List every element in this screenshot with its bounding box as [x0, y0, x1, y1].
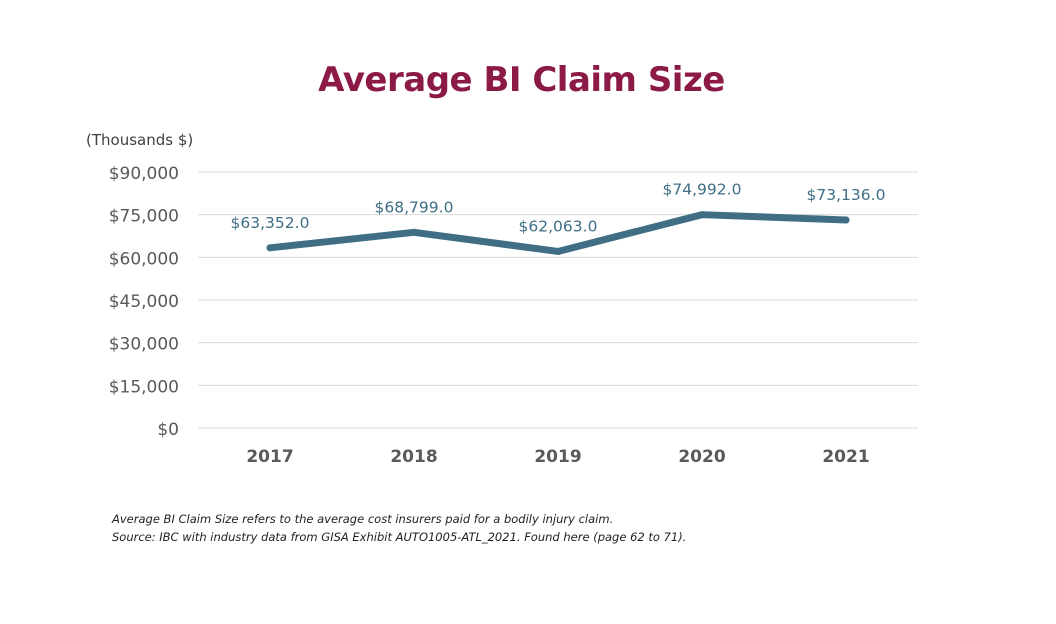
y-axis-tick-label: $75,000	[109, 207, 179, 227]
data-point	[698, 211, 706, 219]
data-labels: $63,352.0 $68,799.0 $62,063.0 $74,992.0 $73,…	[231, 181, 886, 236]
data-label: $68,799.0	[375, 198, 454, 216]
x-axis-tick-label: 2018	[390, 447, 437, 467]
x-axis-tick-label: 2017	[246, 447, 293, 467]
y-axis-tick-label: $60,000	[109, 249, 179, 269]
data-label: $63,352.0	[231, 214, 310, 232]
x-axis-tick-labels: 2017 2018 2019 2020 2021	[246, 447, 869, 467]
footnotes: Average BI Claim Size refers to the aver…	[112, 510, 686, 546]
data-point	[554, 247, 562, 255]
y-axis-tick-label: $0	[157, 420, 179, 440]
footnote-source: Source: IBC with industry data from GISA…	[112, 530, 687, 544]
data-label: $73,136.0	[807, 186, 886, 204]
y-axis-unit-label: (Thousands $)	[86, 131, 194, 149]
series-line-group	[266, 211, 850, 255]
y-axis-tick-label: $45,000	[109, 292, 179, 312]
data-point	[842, 216, 850, 224]
x-axis-tick-label: 2021	[822, 447, 869, 467]
data-label: $62,063.0	[519, 217, 598, 235]
y-axis-tick-label: $15,000	[109, 377, 179, 397]
y-axis-tick-label: $30,000	[109, 335, 179, 355]
data-point	[266, 244, 274, 252]
y-axis-tick-labels: $0 $15,000 $30,000 $45,000 $60,000 $75,000 $90…	[109, 164, 179, 440]
data-label: $74,992.0	[663, 181, 742, 199]
chart-title: Average BI Claim Size	[318, 60, 725, 100]
x-axis-tick-label: 2020	[678, 447, 725, 467]
gridlines	[198, 171, 918, 429]
y-axis-tick-label: $90,000	[109, 164, 179, 184]
data-point	[410, 228, 418, 236]
footnote-definition: Average BI Claim Size refers to the aver…	[112, 512, 614, 526]
x-axis-tick-label: 2019	[534, 447, 581, 467]
